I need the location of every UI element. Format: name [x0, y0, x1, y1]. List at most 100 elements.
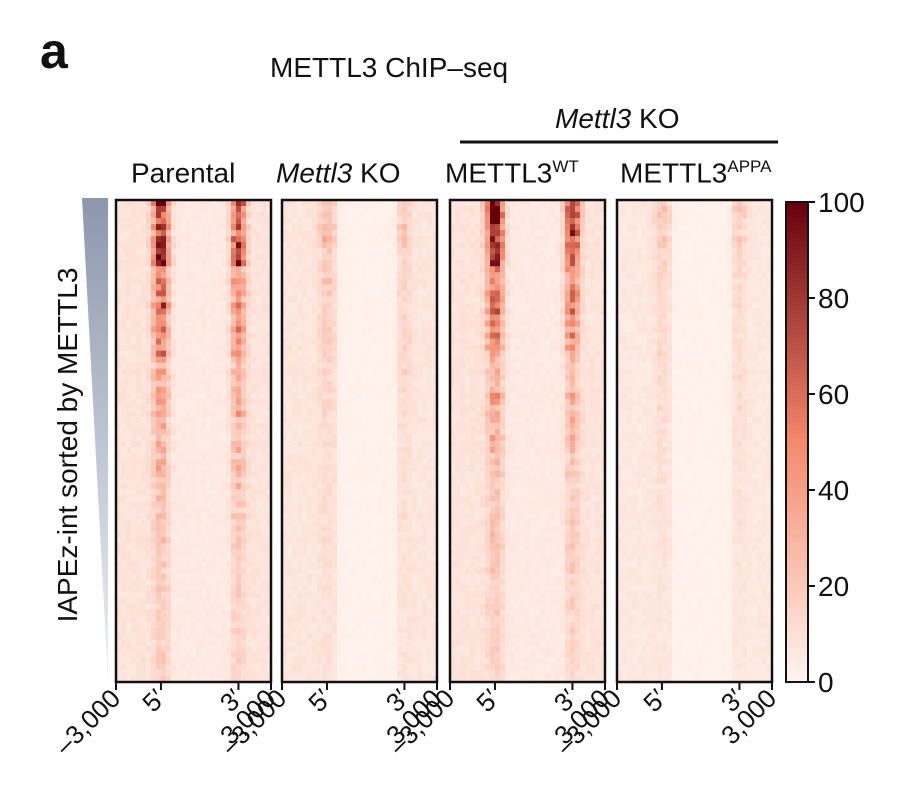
heatmap-cell	[206, 398, 212, 406]
heatmap-cell	[302, 609, 308, 617]
heatmap-cell	[216, 585, 222, 593]
heatmap-cell	[211, 398, 217, 406]
heatmap-cell	[161, 645, 167, 653]
heatmap-cell	[382, 350, 388, 358]
heatmap-cell	[427, 651, 433, 659]
heatmap-cell	[226, 543, 232, 550]
heatmap-cell	[392, 639, 398, 647]
heatmap-cell	[417, 410, 423, 418]
heatmap-cell	[131, 392, 137, 400]
heatmap-cell	[307, 224, 313, 231]
heatmap-cell	[216, 284, 222, 291]
heatmap-cell	[392, 537, 398, 544]
heatmap-cell	[221, 591, 227, 599]
heatmap-cell	[131, 675, 137, 683]
heatmap-cell	[131, 453, 137, 460]
heatmap-cell	[332, 398, 338, 406]
heatmap-cell	[402, 338, 408, 346]
heatmap-cell	[382, 224, 388, 231]
heatmap-cell	[236, 428, 242, 436]
heatmap-cell	[156, 338, 162, 346]
heatmap-cell	[352, 615, 358, 623]
heatmap-cell	[412, 338, 418, 346]
heatmap-cell	[292, 350, 298, 358]
heatmap-cell	[417, 627, 423, 635]
heatmap-cell	[402, 248, 408, 255]
heatmap-cell	[226, 501, 232, 508]
heatmap-cell	[196, 368, 202, 376]
heatmap-cell	[161, 441, 167, 448]
heatmap-cell	[266, 609, 272, 617]
heatmap-cell	[256, 549, 262, 556]
heatmap-cell	[126, 242, 132, 249]
heatmap-cell	[186, 591, 192, 599]
heatmap-cell	[121, 344, 127, 352]
heatmap-cell	[312, 374, 318, 382]
heatmap-cell	[337, 302, 343, 309]
heatmap-cell	[352, 422, 358, 430]
heatmap-cell	[312, 597, 318, 605]
heatmap-cell	[362, 555, 368, 562]
heatmap-cell	[221, 212, 227, 219]
heatmap-cell	[302, 350, 308, 358]
heatmap-cell	[417, 416, 423, 424]
heatmap-cell	[206, 555, 212, 562]
heatmap-cell	[216, 609, 222, 617]
heatmap-cell	[251, 224, 257, 231]
heatmap-cell	[312, 603, 318, 611]
heatmap-cell	[161, 639, 167, 647]
heatmap-cell	[181, 200, 187, 207]
heatmap-cell	[266, 362, 272, 370]
heatmap-cell	[432, 537, 438, 544]
heatmap-cell	[181, 242, 187, 249]
heatmap-cell	[332, 278, 338, 285]
heatmap-cell	[241, 332, 247, 339]
heatmap-cell	[156, 224, 162, 231]
heatmap-cell	[387, 290, 393, 297]
heatmap-cell	[412, 453, 418, 460]
heatmap-cell	[231, 663, 237, 671]
heatmap-cell	[412, 398, 418, 406]
heatmap-cell	[196, 224, 202, 231]
heatmap-cell	[226, 356, 232, 364]
heatmap-cell	[196, 525, 202, 532]
heatmap-cell	[186, 615, 192, 623]
heatmap-cell	[397, 459, 403, 466]
heatmap-cell	[367, 242, 373, 249]
heatmap-cell	[287, 513, 293, 520]
heatmap-cell	[402, 603, 408, 611]
heatmap-cell	[402, 362, 408, 370]
heatmap-cell	[402, 513, 408, 520]
heatmap-cell	[186, 447, 192, 454]
heatmap-cell	[266, 224, 272, 231]
heatmap-cell	[357, 206, 363, 213]
heatmap-cell	[266, 543, 272, 550]
heatmap-cell	[201, 459, 207, 466]
heatmap-cell	[231, 483, 237, 490]
heatmap-cell	[171, 218, 177, 225]
heatmap-cell	[357, 615, 363, 623]
heatmap-cell	[412, 224, 418, 231]
heatmap-cell	[116, 663, 122, 671]
heatmap-cell	[377, 230, 383, 237]
heatmap-cell	[372, 218, 378, 225]
heatmap-cell	[347, 416, 353, 424]
heatmap-cell	[141, 573, 147, 580]
heatmap-cell	[372, 663, 378, 671]
heatmap-cell	[201, 483, 207, 490]
heatmap-cell	[392, 242, 398, 249]
heatmap-cell	[166, 483, 172, 490]
heatmap-cell	[282, 344, 288, 352]
heatmap-cell	[397, 200, 403, 207]
heatmap-cell	[156, 230, 162, 237]
heatmap-cell	[171, 657, 177, 665]
heatmap-cell	[126, 434, 132, 442]
heatmap-cell	[126, 489, 132, 496]
heatmap-cell	[337, 585, 343, 593]
heatmap-cell	[141, 633, 147, 641]
heatmap-cell	[342, 501, 348, 508]
heatmap-cell	[357, 549, 363, 556]
heatmap-cell	[352, 633, 358, 641]
heatmap-cell	[292, 579, 298, 587]
heatmap-cell	[392, 651, 398, 659]
